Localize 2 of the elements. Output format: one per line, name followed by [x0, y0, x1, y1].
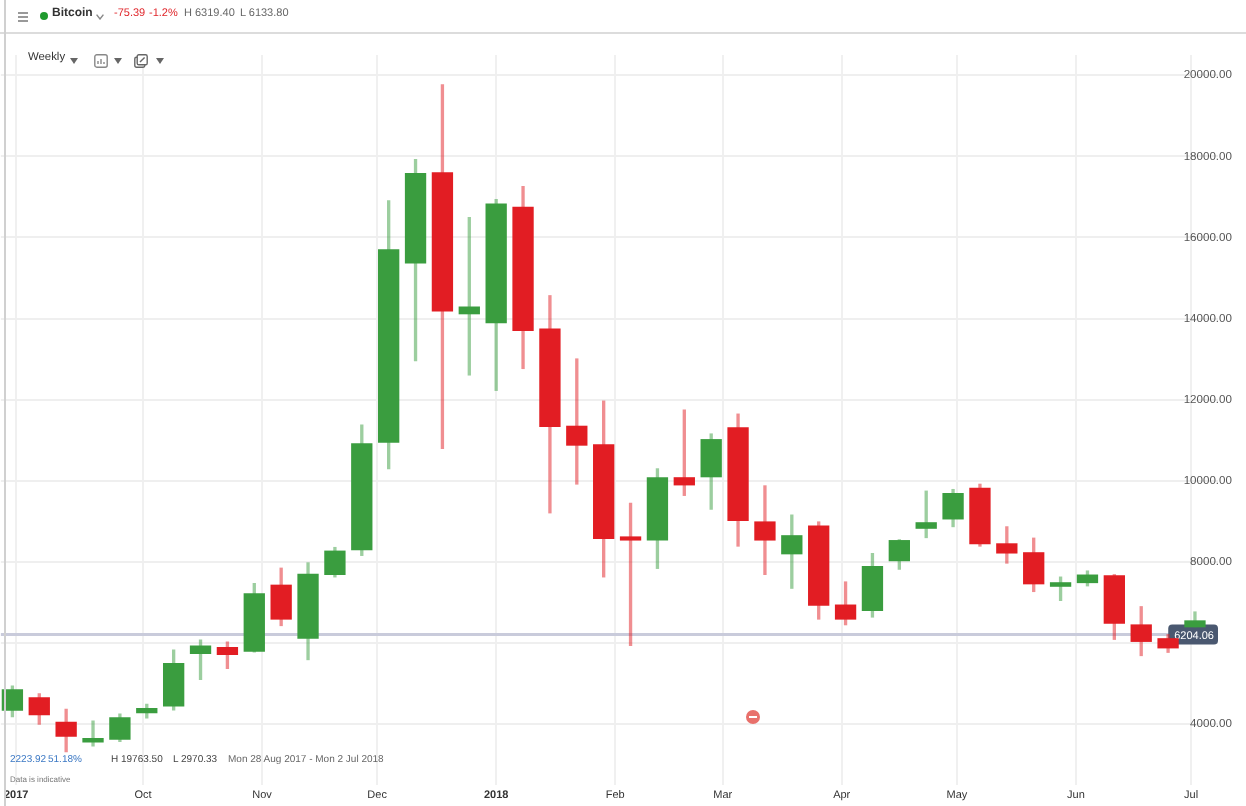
candlestick: [82, 720, 104, 747]
candlestick: [754, 485, 776, 576]
